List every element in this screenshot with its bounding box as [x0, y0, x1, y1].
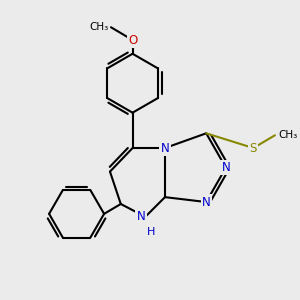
- Text: N: N: [221, 161, 230, 174]
- Text: H: H: [147, 226, 156, 237]
- Text: N: N: [136, 210, 145, 223]
- Text: CH₃: CH₃: [278, 130, 297, 140]
- Text: O: O: [128, 34, 137, 46]
- Text: S: S: [250, 142, 257, 154]
- Text: N: N: [202, 196, 211, 208]
- Text: N: N: [160, 142, 169, 154]
- Text: CH₃: CH₃: [90, 22, 109, 32]
